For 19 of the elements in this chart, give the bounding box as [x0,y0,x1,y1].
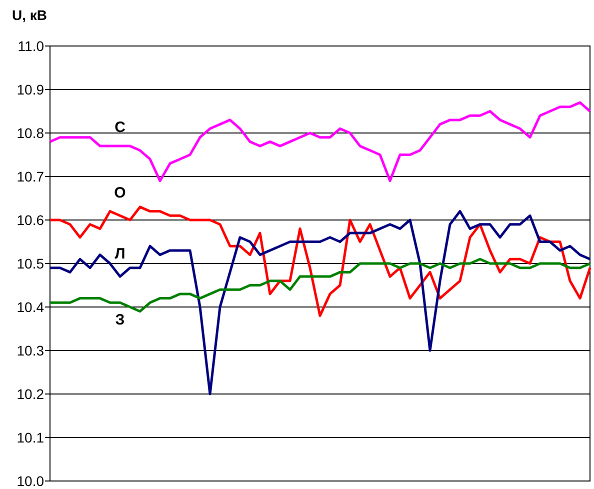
line-series [48,101,592,182]
series-label: О [114,184,126,202]
y-tick-label: 10.8 [16,124,44,141]
series-label: З [115,312,125,329]
series-label: Л [114,246,126,263]
y-tick-label: 10.5 [16,255,44,272]
y-tick-label: 10.4 [16,298,44,315]
y-tick-label: 10.6 [16,212,44,228]
line-series [48,258,592,313]
y-tick-label: 10.0 [16,472,44,489]
y-tick-label: 10.1 [16,429,44,446]
y-tick-label: 10.3 [16,342,44,358]
y-tick-label: 10.9 [16,81,44,98]
series-label: С [114,119,126,136]
y-tick-label: 11.0 [18,38,44,54]
y-tick-label: 10.7 [16,168,44,184]
y-tick-label: 10.2 [16,386,44,402]
y-axis-title: U, кВ [12,7,48,23]
line-series [48,210,592,396]
